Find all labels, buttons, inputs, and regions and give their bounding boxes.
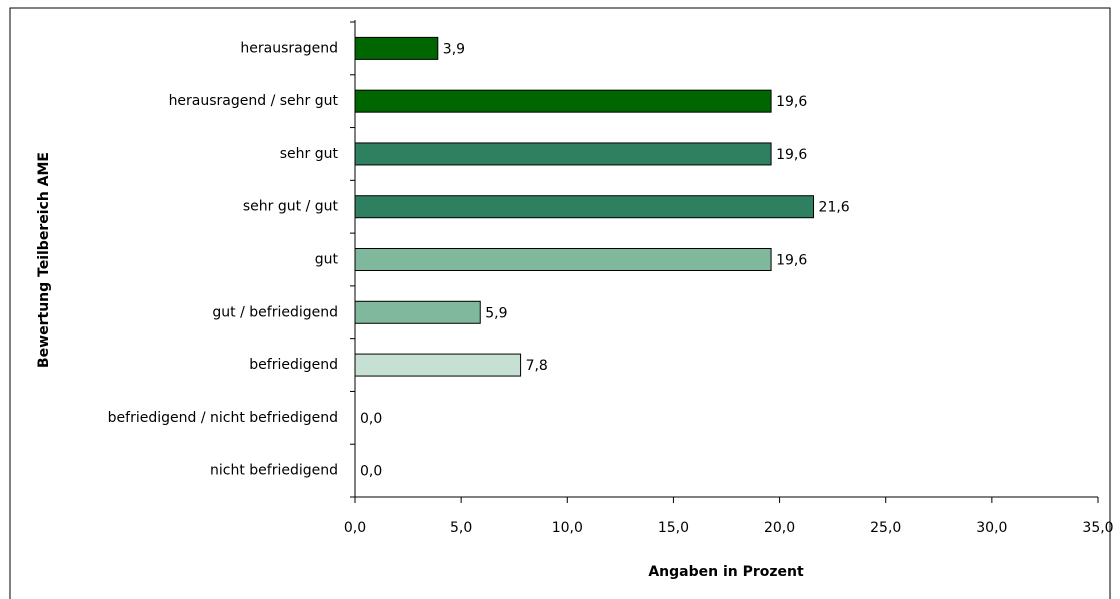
y-tick-label: gut xyxy=(315,252,339,268)
y-tick-label: befriedigend / nicht befriedigend xyxy=(108,410,338,426)
value-label: 0,0 xyxy=(360,411,382,427)
bar xyxy=(354,248,772,271)
x-tick-label: 0,0 xyxy=(344,520,366,536)
y-tick-label: nicht befriedigend xyxy=(210,463,338,479)
value-label: 19,6 xyxy=(776,253,807,269)
x-tick-label: 25,0 xyxy=(870,520,901,536)
x-tick-label: 30,0 xyxy=(976,520,1007,536)
value-label: 21,6 xyxy=(819,200,850,216)
x-tick-label: 10,0 xyxy=(552,520,583,536)
x-tick-label: 20,0 xyxy=(764,520,795,536)
bar xyxy=(354,300,481,324)
value-label: 0,0 xyxy=(360,464,382,480)
y-tick-label: gut / befriedigend xyxy=(212,304,338,320)
y-tick-label: sehr gut / gut xyxy=(243,199,339,215)
y-tick-label: sehr gut xyxy=(280,146,339,162)
bar xyxy=(354,195,815,219)
x-axis-title: Angaben in Prozent xyxy=(648,564,804,580)
value-label: 5,9 xyxy=(485,305,507,321)
x-tick-label: 5,0 xyxy=(450,520,472,536)
x-tick-label: 35,0 xyxy=(1082,520,1113,536)
value-label: 19,6 xyxy=(776,147,807,163)
value-label: 19,6 xyxy=(776,94,807,110)
value-label: 3,9 xyxy=(443,41,465,57)
bar xyxy=(354,89,772,113)
y-tick-label: herausragend / sehr gut xyxy=(169,93,339,109)
y-axis-title: Bewertung Teilbereich AME xyxy=(36,152,52,368)
y-tick-label: befriedigend xyxy=(249,357,338,373)
bar xyxy=(354,353,522,377)
value-label: 7,8 xyxy=(526,358,548,374)
bar xyxy=(354,142,772,166)
chart-frame xyxy=(9,7,1111,599)
bar xyxy=(354,36,439,60)
x-tick-label: 15,0 xyxy=(658,520,689,536)
y-tick-label: herausragend xyxy=(240,40,338,56)
